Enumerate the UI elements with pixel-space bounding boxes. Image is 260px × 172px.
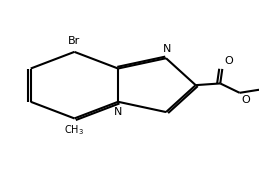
Text: CH$_3$: CH$_3$ (64, 123, 84, 137)
Text: O: O (241, 95, 250, 105)
Text: N: N (163, 44, 172, 54)
Text: Br: Br (68, 36, 81, 46)
Text: N: N (114, 107, 122, 117)
Text: O: O (224, 56, 233, 66)
